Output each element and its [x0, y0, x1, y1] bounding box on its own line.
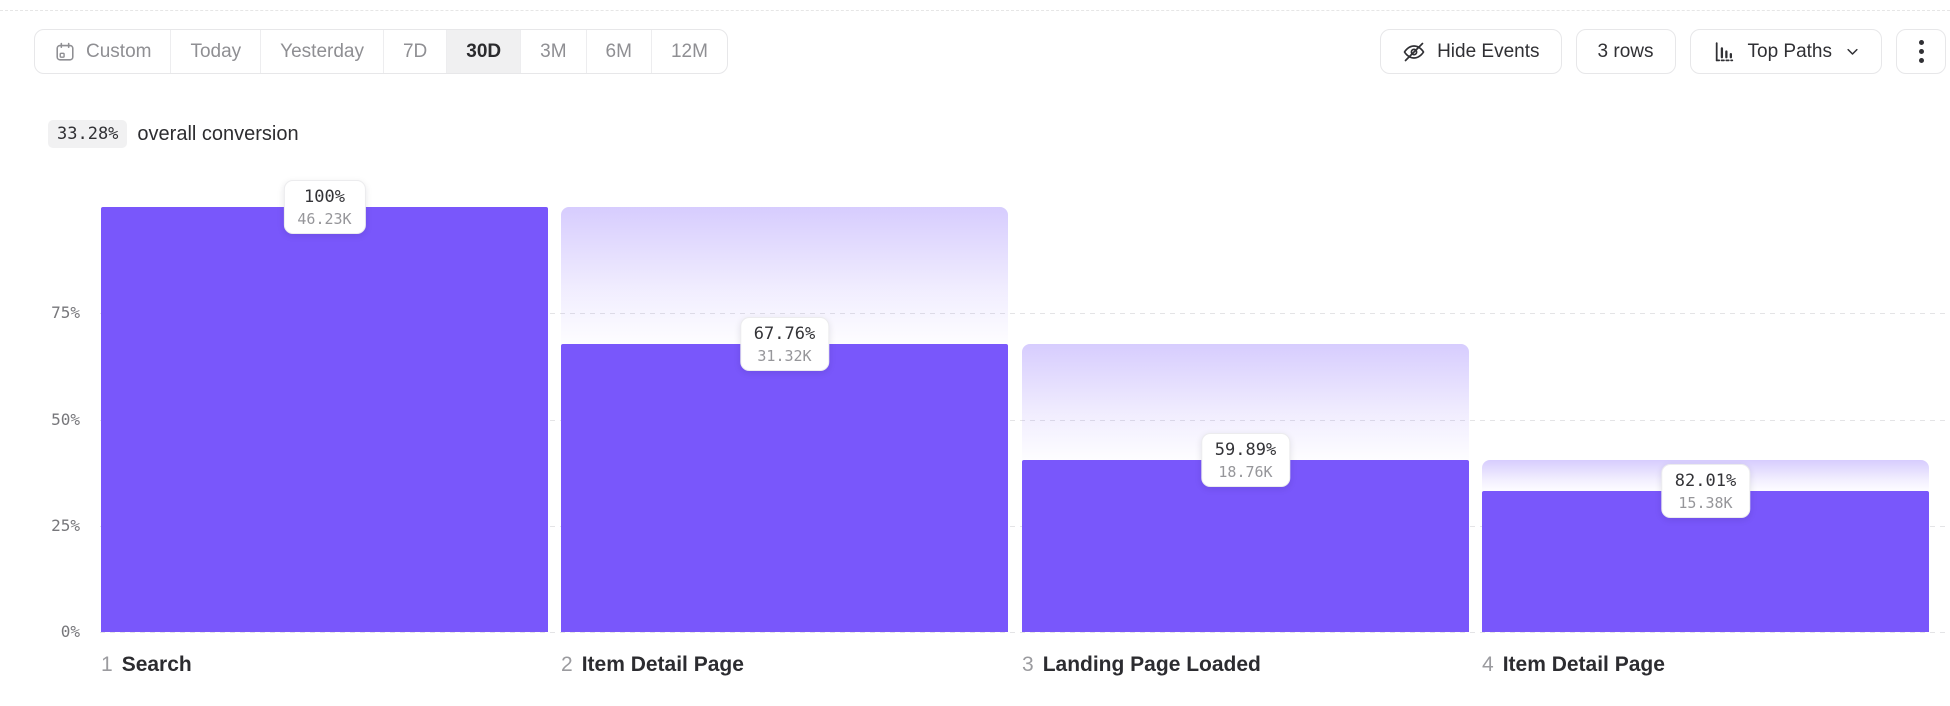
date-range-12m[interactable]: 12M: [650, 30, 727, 73]
toolbar-actions: Hide Events 3 rows Top Paths: [1380, 29, 1946, 74]
top-divider: [0, 10, 1950, 11]
overall-conversion-label: overall conversion: [137, 122, 299, 145]
funnel-bar-step-1[interactable]: [101, 207, 548, 632]
overall-conversion-value: 33.28%: [48, 120, 128, 148]
top-paths-button[interactable]: Top Paths: [1689, 29, 1882, 74]
step-name: Item Detail Page: [1502, 653, 1665, 676]
date-range-label: Today: [190, 40, 242, 62]
y-axis-tick: 50%: [51, 409, 80, 429]
eye-off-icon: [1402, 40, 1426, 64]
step-name: Item Detail Page: [581, 653, 744, 676]
date-range-label: 7D: [402, 40, 428, 62]
conversion-count: 46.23K: [297, 210, 352, 228]
overall-conversion: 33.28% overall conversion: [48, 117, 299, 151]
date-range-label: 12M: [670, 40, 708, 62]
bar-chart-icon: [1712, 39, 1737, 64]
date-range-label: Custom: [86, 40, 152, 62]
funnel-chart: 75% 50% 25% 0% 100% 46.23K 67.76% 31.32K 59.89% 1…: [0, 180, 1950, 641]
step-name: Search: [121, 653, 192, 676]
hide-events-button[interactable]: Hide Events: [1380, 29, 1562, 74]
date-range-selector: Custom Today Yesterday 7D 30D 3M 6M 12M: [34, 29, 728, 74]
gridline-50%: [100, 419, 1945, 421]
date-range-label: 3M: [540, 40, 567, 62]
date-range-label: 30D: [466, 40, 502, 62]
rows-button[interactable]: 3 rows: [1575, 29, 1676, 74]
y-axis-tick: 75%: [51, 303, 80, 323]
date-range-today[interactable]: Today: [170, 30, 260, 73]
conversion-badge-step-4: 82.01% 15.38K: [1660, 463, 1751, 518]
conversion-count: 31.32K: [757, 347, 812, 366]
conversion-badge-step-3: 59.89% 18.76K: [1200, 432, 1291, 487]
conversion-count: 15.38K: [1678, 493, 1733, 512]
funnel-bar-step-2[interactable]: [561, 344, 1008, 632]
date-range-7d[interactable]: 7D: [382, 30, 446, 73]
y-axis-tick: 0%: [60, 622, 80, 641]
chevron-down-icon: [1845, 44, 1860, 59]
hide-events-label: Hide Events: [1437, 40, 1540, 62]
gridline-0%: [100, 632, 1945, 633]
y-axis-tick: 25%: [51, 515, 80, 535]
conversion-badge-step-1: 100% 46.23K: [283, 180, 366, 234]
gridline-75%: [100, 313, 1945, 315]
step-number: 1: [101, 653, 113, 676]
date-range-custom[interactable]: Custom: [35, 30, 170, 73]
step-name: Landing Page Loaded: [1042, 653, 1261, 676]
conversion-percent: 100%: [304, 187, 345, 207]
conversion-percent: 67.76%: [753, 324, 816, 345]
funnel-bar-step-3[interactable]: [1022, 459, 1469, 632]
more-options-button[interactable]: [1896, 29, 1946, 74]
conversion-percent: 82.01%: [1674, 470, 1737, 491]
date-range-30d[interactable]: 30D: [446, 30, 521, 73]
step-number: 2: [561, 653, 573, 676]
kebab-icon: [1918, 40, 1924, 63]
top-paths-label: Top Paths: [1747, 40, 1833, 62]
step-number: 4: [1482, 653, 1494, 676]
step-label-4: 4 Item Detail Page: [1482, 653, 1665, 677]
conversion-badge-step-2: 67.76% 31.32K: [739, 317, 830, 372]
toolbar: Custom Today Yesterday 7D 30D 3M 6M 12M Hide Ev…: [0, 29, 1950, 74]
conversion-percent: 59.89%: [1214, 439, 1277, 460]
conversion-count: 18.76K: [1218, 462, 1273, 481]
step-label-3: 3 Landing Page Loaded: [1022, 653, 1261, 677]
rows-label: 3 rows: [1597, 40, 1654, 62]
date-range-3m[interactable]: 3M: [520, 30, 585, 73]
step-label-2: 2 Item Detail Page: [561, 653, 744, 677]
step-number: 3: [1022, 653, 1034, 676]
step-label-1: 1 Search: [101, 653, 192, 677]
date-range-6m[interactable]: 6M: [585, 30, 651, 73]
date-range-label: 6M: [605, 40, 632, 62]
step-labels: 1 Search 2 Item Detail Page 3 Landing Page Lo…: [0, 653, 1950, 685]
date-range-yesterday[interactable]: Yesterday: [260, 30, 383, 73]
calendar-icon: [54, 41, 76, 63]
date-range-label: Yesterday: [280, 40, 364, 62]
